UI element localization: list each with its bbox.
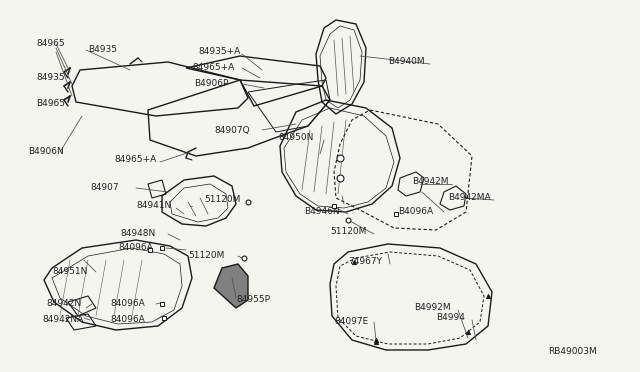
Text: B4935: B4935 [88, 45, 117, 55]
Text: B4906P: B4906P [194, 80, 228, 89]
Text: 84948N: 84948N [120, 230, 156, 238]
Text: 84935: 84935 [36, 74, 65, 83]
Text: 84941N: 84941N [136, 202, 172, 211]
Text: 84097E: 84097E [334, 317, 368, 327]
Text: B4096A: B4096A [398, 208, 433, 217]
Text: B4946N: B4946N [304, 208, 340, 217]
Text: B4906N: B4906N [28, 148, 64, 157]
Text: 51120M: 51120M [188, 251, 225, 260]
Text: B4942M: B4942M [412, 177, 449, 186]
Text: 84965+A: 84965+A [114, 155, 156, 164]
Text: 84965+A: 84965+A [192, 64, 234, 73]
Text: 84942NA: 84942NA [42, 315, 83, 324]
Text: 84942N: 84942N [46, 299, 81, 308]
Text: 84951N: 84951N [52, 267, 88, 276]
Text: 84965: 84965 [36, 39, 65, 48]
Text: B4994: B4994 [436, 314, 465, 323]
Polygon shape [214, 264, 248, 308]
Text: B4940M: B4940M [388, 58, 424, 67]
Text: 84935+A: 84935+A [198, 48, 240, 57]
Text: RB49003M: RB49003M [548, 347, 596, 356]
Text: 84955P: 84955P [236, 295, 270, 305]
Text: 84950N: 84950N [278, 134, 314, 142]
Text: 84096A: 84096A [110, 315, 145, 324]
Text: B4942MA: B4942MA [448, 193, 491, 202]
Text: B4965: B4965 [36, 99, 65, 109]
Text: 84096A: 84096A [110, 299, 145, 308]
Text: 51120M: 51120M [330, 228, 366, 237]
Text: 84907Q: 84907Q [214, 125, 250, 135]
Text: 84907: 84907 [90, 183, 118, 192]
Text: 84096A: 84096A [118, 244, 153, 253]
Text: 74967Y: 74967Y [348, 257, 382, 266]
Text: B4992M: B4992M [414, 304, 451, 312]
Text: 51120M: 51120M [204, 196, 241, 205]
